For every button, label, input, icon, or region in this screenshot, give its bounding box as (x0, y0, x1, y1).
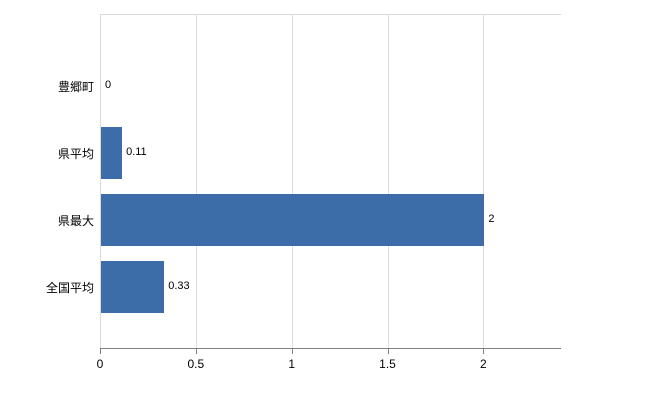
value-label: 2 (488, 213, 495, 225)
gridline (291, 14, 293, 348)
x-tick-mark (387, 349, 389, 354)
category-label: 豊郷町 (57, 80, 94, 94)
bar (101, 194, 485, 246)
bar (101, 127, 123, 179)
x-tick-label: 0.5 (187, 357, 205, 371)
x-tick-label: 1 (288, 357, 295, 371)
x-tick-mark (483, 349, 485, 354)
x-axis-line (100, 348, 561, 349)
gridline (387, 14, 389, 348)
x-tick-label: 0 (96, 357, 104, 371)
x-tick-mark (291, 349, 293, 354)
gridline (483, 14, 485, 348)
category-label: 全国平均 (45, 281, 94, 295)
plot-top-border (100, 14, 561, 15)
x-tick-mark (195, 349, 197, 354)
category-label: 県平均 (57, 147, 94, 161)
value-label: 0.11 (126, 146, 147, 158)
x-tick-mark (100, 349, 101, 354)
gridline (100, 14, 101, 348)
x-tick-label: 1.5 (379, 357, 396, 371)
category-label: 県最大 (57, 214, 94, 228)
gridline (195, 14, 197, 348)
bar (101, 261, 165, 313)
value-label: 0 (105, 79, 112, 91)
value-label: 0.33 (168, 280, 190, 292)
x-tick-label: 2 (479, 357, 487, 371)
plot-area: 0 0.11 2 0.33 (100, 14, 560, 348)
